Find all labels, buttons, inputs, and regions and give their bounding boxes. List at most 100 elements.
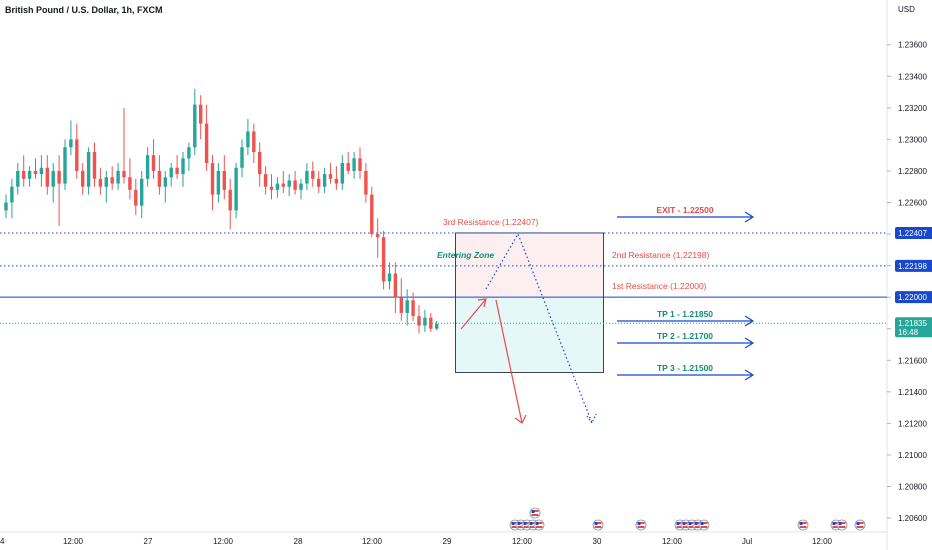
candle — [199, 95, 203, 140]
candle-body — [263, 174, 268, 187]
candle — [216, 163, 221, 203]
event-flag-icon[interactable] — [635, 519, 647, 531]
candle — [22, 155, 26, 187]
candle-body — [86, 152, 91, 187]
candle — [193, 88, 197, 156]
event-flag-icon-stripe — [700, 526, 708, 528]
x-tick-label: 12:00 — [213, 537, 234, 546]
price-tag — [895, 259, 932, 272]
candle-body — [92, 152, 97, 179]
event-flag-icon-stripe — [682, 526, 690, 528]
target-label: TP 3 - 1.21500 — [657, 363, 713, 373]
event-flag-icon-stripe — [856, 526, 864, 528]
event-flag-icon[interactable] — [698, 519, 710, 531]
target-arrow — [617, 211, 755, 223]
entry-arrow-up — [460, 298, 487, 330]
candle-body — [122, 170, 126, 178]
candle — [134, 178, 138, 216]
y-tick-label: 1.20600 — [898, 514, 927, 523]
price-tag-label: 1.22198 — [898, 262, 927, 271]
target-zone-box — [455, 297, 604, 373]
event-flag-icon[interactable] — [592, 519, 604, 531]
candle — [399, 278, 403, 321]
candle-body — [210, 163, 215, 195]
candle-body — [393, 273, 398, 298]
event-flag-icon-stripe — [529, 522, 537, 524]
x-tick-label: 12:00 — [662, 537, 683, 546]
event-flag-icon[interactable] — [529, 507, 541, 519]
candle — [234, 163, 238, 219]
candle-body — [411, 300, 415, 317]
price-tag — [895, 291, 932, 304]
candle — [376, 218, 380, 258]
event-flag-icon-stripe — [856, 522, 864, 524]
candle-body — [287, 180, 291, 187]
event-flag-icon[interactable] — [533, 519, 545, 531]
candle — [346, 152, 350, 175]
candle — [429, 312, 433, 332]
candle-body — [322, 174, 327, 187]
event-flag-icon-stripe — [688, 522, 696, 524]
candle-body — [228, 189, 232, 211]
target-label: TP 2 - 1.21700 — [657, 331, 713, 341]
candle — [187, 142, 191, 171]
candle — [181, 152, 185, 187]
candle-body — [134, 189, 138, 206]
event-flag-icon-stripe — [637, 526, 645, 528]
candle-body — [317, 178, 321, 187]
event-flag-icon-stripe — [676, 522, 684, 524]
candle — [140, 170, 144, 219]
candle — [358, 147, 362, 179]
event-flag-icon[interactable] — [854, 519, 866, 531]
price-tag-time: 16:48 — [898, 328, 919, 337]
event-flag-icon-canton — [511, 522, 515, 525]
event-flag-icon-stripe — [676, 526, 684, 528]
drop-arrow — [495, 299, 523, 424]
candle-body — [258, 152, 262, 175]
candle-body — [423, 317, 427, 326]
target-arrow — [617, 315, 755, 327]
y-tick-label: 1.22600 — [898, 198, 927, 207]
candle-body — [169, 167, 173, 178]
candle — [322, 167, 327, 194]
price-tag — [895, 317, 932, 338]
price-tag-label: 1.21835 — [898, 319, 927, 328]
candle — [263, 166, 268, 195]
candle — [370, 186, 374, 238]
candle-body — [275, 183, 280, 190]
event-flag-icon-stripe — [694, 522, 702, 524]
event-flag-icon[interactable] — [797, 519, 809, 531]
chart-title: British Pound / U.S. Dollar, 1h, FXCM — [5, 5, 163, 15]
candle — [381, 230, 386, 290]
candle-body — [81, 170, 85, 187]
candle-body — [281, 183, 285, 187]
candle — [175, 155, 179, 179]
candle-body — [75, 139, 79, 171]
event-flag-icon-stripe — [523, 522, 531, 524]
event-flag-icon-canton — [517, 522, 521, 525]
candle-body — [252, 131, 256, 153]
candle-body — [27, 170, 32, 179]
event-flag-icon-canton — [688, 522, 692, 525]
event-flag-icon-canton — [523, 522, 527, 525]
candle-body — [116, 170, 120, 184]
candle — [116, 163, 120, 190]
candle — [352, 152, 356, 179]
candle-body — [157, 170, 162, 187]
candle — [317, 170, 321, 194]
event-flag-icon[interactable] — [836, 519, 848, 531]
target-arrow — [617, 337, 755, 349]
projected-path-arrowhead — [586, 413, 597, 425]
event-flag-icon-canton — [856, 522, 860, 525]
candle — [10, 178, 14, 219]
y-tick-label: 1.21600 — [898, 356, 927, 365]
candle — [328, 163, 333, 184]
candle — [334, 166, 339, 190]
event-flag-icon-stripe — [838, 526, 846, 528]
price-tag — [895, 226, 932, 239]
candle-body — [39, 167, 44, 175]
candle — [293, 170, 297, 195]
candle — [169, 163, 173, 187]
x-tick-label: 30 — [593, 537, 602, 546]
